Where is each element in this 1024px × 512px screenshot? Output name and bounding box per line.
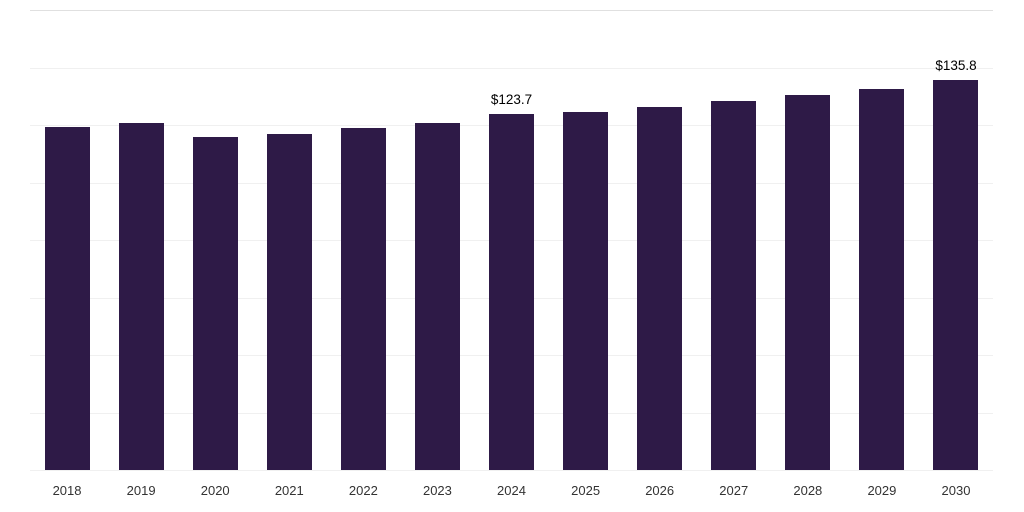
bar-2019 — [118, 123, 164, 470]
bar-2018 — [44, 127, 90, 470]
gridline — [30, 10, 993, 11]
bar-group-2021 — [252, 10, 326, 470]
bar-group-2026 — [623, 10, 697, 470]
x-axis-label-2028: 2028 — [793, 483, 823, 498]
bar-2030 — [933, 79, 979, 470]
bar-group-2019 — [104, 10, 178, 470]
x-axis-label-2024: 2024 — [497, 483, 526, 498]
bar-group-2022 — [326, 10, 400, 470]
bar-2027 — [711, 101, 757, 470]
bar-group-2027 — [697, 10, 771, 470]
bar-group-2028 — [771, 10, 845, 470]
x-axis-label-2020: 2020 — [200, 483, 230, 498]
bar-2022 — [340, 128, 386, 470]
bar-2024 — [489, 114, 534, 470]
x-axis-label-2026: 2026 — [645, 483, 675, 498]
bar-group-2020 — [178, 10, 252, 470]
data-label-2030: $135.8 — [935, 57, 977, 73]
bar-2026 — [637, 107, 683, 470]
x-axis-label-2022: 2022 — [348, 483, 378, 498]
bar-group-2018 — [30, 10, 104, 470]
bar-group-2029 — [845, 10, 919, 470]
x-axis-label-2030: 2030 — [941, 483, 971, 498]
x-axis-label-2027: 2027 — [719, 483, 749, 498]
bar-2025 — [563, 112, 609, 470]
x-axis-label-2019: 2019 — [126, 483, 156, 498]
bar-2029 — [859, 89, 905, 470]
bar-group-2024: $123.7 — [474, 10, 548, 470]
bar-2021 — [266, 133, 312, 470]
data-label-2024: $123.7 — [490, 92, 533, 108]
bar-group-2030: $135.8 — [919, 10, 993, 470]
plot-area: $123.7 $135.8 — [30, 10, 993, 471]
x-axis-label-2029: 2029 — [867, 483, 897, 498]
bar-2020 — [192, 137, 238, 470]
bar-series: $123.7 $135.8 — [30, 10, 993, 470]
x-axis-label-2025: 2025 — [571, 483, 601, 498]
bar-group-2023 — [400, 10, 474, 470]
x-axis: 2018 2019 2020 2021 2022 2023 2024 2025 2026 2027… — [30, 483, 993, 498]
x-axis-label-2021: 2021 — [274, 483, 304, 498]
bar-2028 — [785, 95, 831, 470]
x-axis-label-2018: 2018 — [52, 483, 82, 498]
gridline — [30, 67, 993, 69]
bar-chart: $123.7 $135.8 2018 2019 2020 2021 2022 2023 202… — [30, 10, 993, 498]
x-axis-label-2023: 2023 — [422, 483, 452, 498]
gridline — [30, 470, 993, 471]
bar-2023 — [414, 123, 460, 470]
bar-group-2025 — [549, 10, 623, 470]
